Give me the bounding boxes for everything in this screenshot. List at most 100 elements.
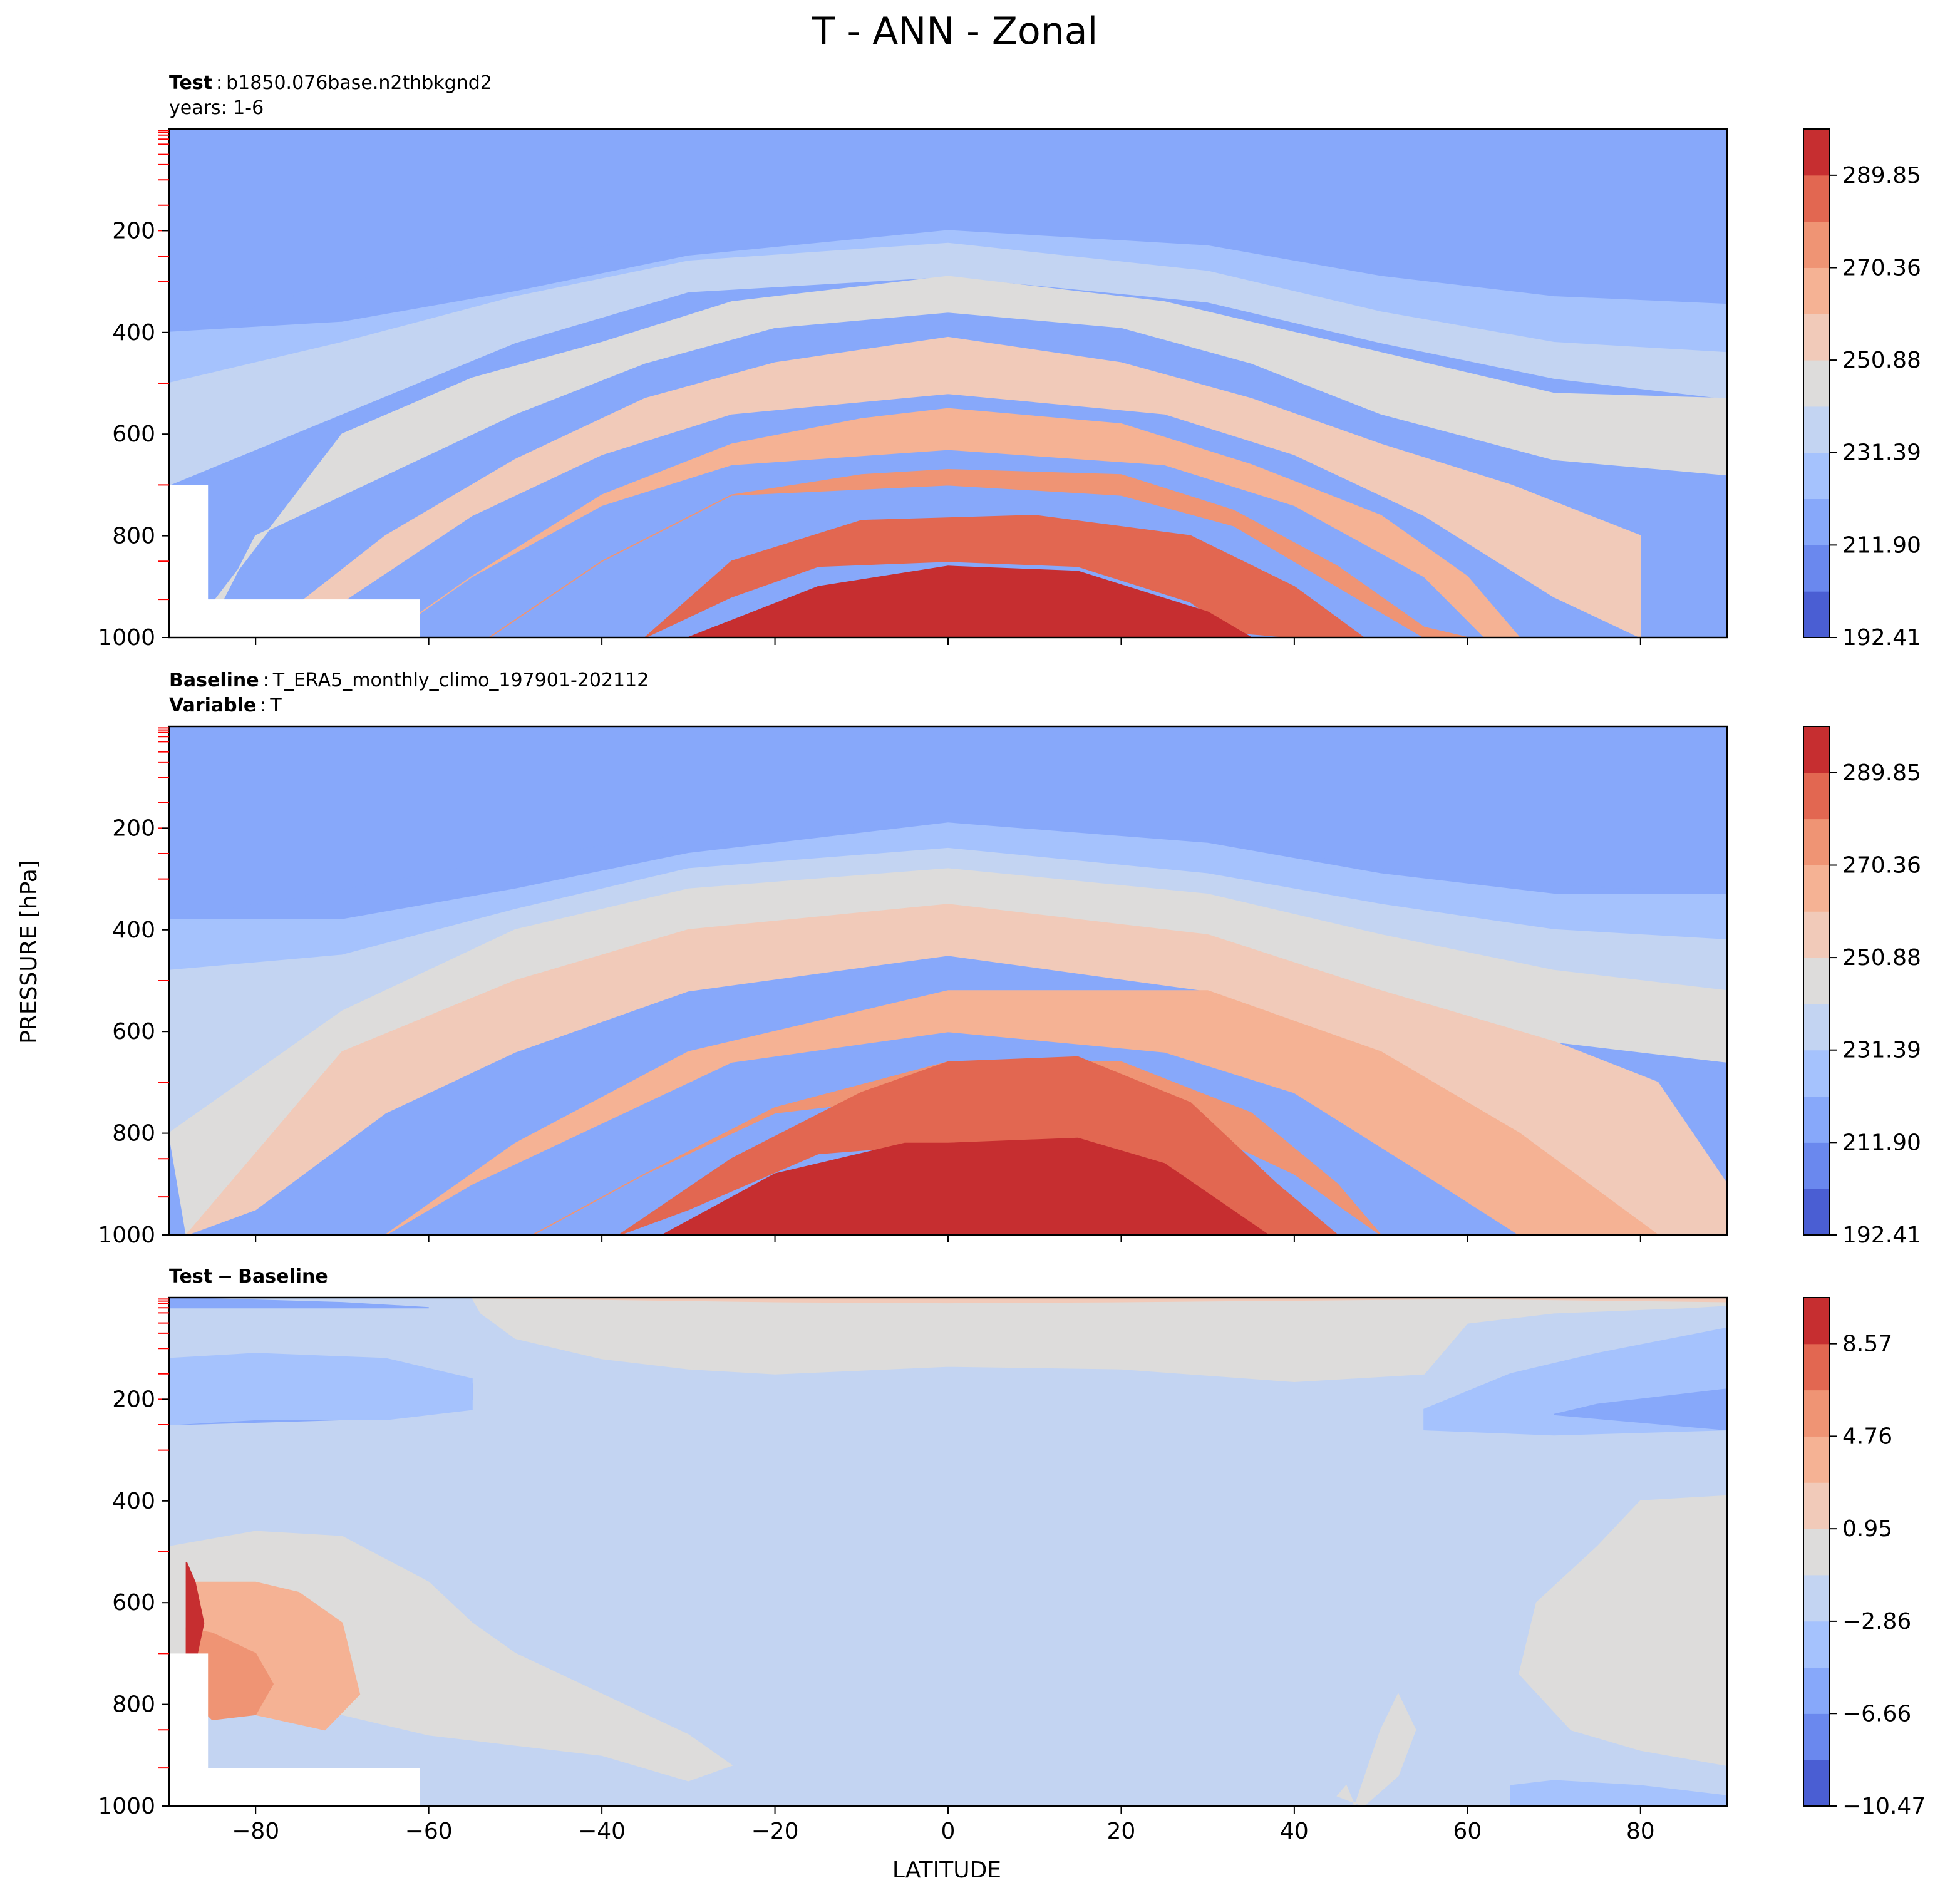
x-tick-label: 40 xyxy=(1280,1819,1309,1844)
colorbar-tick-label: 250.88 xyxy=(1842,945,1921,971)
colorbar-segment xyxy=(1803,911,1830,958)
colorbar-segment xyxy=(1803,1760,1830,1807)
panel-test-label2: years: 1-6 xyxy=(169,97,264,119)
colorbar-tick-label: 231.39 xyxy=(1842,440,1921,466)
y-tick-label: 800 xyxy=(112,1692,155,1718)
colorbar-segment xyxy=(1803,772,1830,820)
panel-test-plot: 200 400 600 800 1000 xyxy=(98,128,1728,651)
colorbar-segment xyxy=(1803,498,1830,545)
colorbar-tick-label: 211.90 xyxy=(1842,532,1921,558)
y-tick-label: 600 xyxy=(112,1590,155,1616)
colorbar-segment xyxy=(1803,1482,1830,1529)
masked-region xyxy=(169,599,420,638)
panel-baseline-label1-text: T_ERA5_monthly_climo_197901-202112 xyxy=(272,669,649,691)
contour-region-3 xyxy=(169,1298,429,1309)
masked-region xyxy=(169,1768,420,1806)
colorbar-frame xyxy=(1803,1297,1830,1807)
y-tick-label: 800 xyxy=(112,1121,155,1147)
panel-baseline-label2-bold: Variable xyxy=(169,694,256,716)
panel-diff-plot: 200 400 600 800 1000 −80 −60 −40 −20 0 20 40 60 80 xyxy=(98,1296,1728,1844)
panel-diff-colorbar: −10.47 −6.66 −2.86 0.95 4.76 8.57 xyxy=(1803,1297,1926,1819)
colorbar-tick-label: −6.66 xyxy=(1842,1701,1911,1727)
colorbar-tick-label: 8.57 xyxy=(1842,1331,1892,1357)
contour-region-9 xyxy=(1336,1693,1416,1806)
colorbar-tick-label: 192.41 xyxy=(1842,1222,1921,1248)
x-tick-label: −40 xyxy=(578,1819,626,1844)
colorbar-segment xyxy=(1803,865,1830,912)
colorbar-segment xyxy=(1803,221,1830,268)
panel-test-label1-text: b1850.076base.n2thbkgnd2 xyxy=(226,72,492,94)
contour-region-8 xyxy=(1519,1495,1727,1767)
panel-baseline-label2-sep: : xyxy=(260,694,266,716)
colorbar-segment xyxy=(1803,1050,1830,1097)
panel-test-label1-bold: Test xyxy=(169,72,212,94)
y-tick-label: 1000 xyxy=(98,1222,155,1248)
contour-region-9 xyxy=(488,468,1468,638)
x-tick-label: 20 xyxy=(1107,1819,1136,1844)
panel-baseline-label2-text: T xyxy=(269,694,282,716)
colorbar-segment xyxy=(1803,591,1830,638)
y-tick-label: 400 xyxy=(112,1489,155,1514)
colorbar-segment xyxy=(1803,1003,1830,1051)
colorbar-tick-label: 4.76 xyxy=(1842,1423,1892,1449)
colorbar-segment xyxy=(1803,1713,1830,1760)
colorbar-segment xyxy=(1803,1096,1830,1143)
y-tick-label: 1000 xyxy=(98,625,155,651)
colorbar-tick-label: 192.41 xyxy=(1842,625,1921,651)
colorbar-tick-label: 289.85 xyxy=(1842,163,1921,188)
x-tick-label: 0 xyxy=(941,1819,956,1844)
colorbar-frame xyxy=(1803,726,1830,1236)
panel-test-colorbar: 192.41 211.90 231.39 250.88 270.36 289.85 xyxy=(1803,128,1921,651)
colorbar-segment xyxy=(1803,452,1830,500)
x-axis-label: LATITUDE xyxy=(892,1857,1001,1883)
colorbar-segment xyxy=(1803,1436,1830,1483)
contour-region-5 xyxy=(169,242,1727,486)
y-tick-label: 400 xyxy=(112,917,155,943)
colorbar-segment xyxy=(1803,314,1830,361)
colorbar-segment xyxy=(1803,818,1830,865)
panel-test: Test: b1850.076base.n2thbkgnd2 years: 1-6… xyxy=(98,72,1921,651)
panel-diff-label1-bold2: Baseline xyxy=(238,1266,328,1288)
y-tick-label: 800 xyxy=(112,524,155,549)
contour-region-10 xyxy=(644,515,1365,638)
colorbar-segment xyxy=(1803,175,1830,222)
colorbar-segment xyxy=(1803,958,1830,1004)
contour-region-11 xyxy=(662,1137,1270,1235)
colorbar-segment xyxy=(1803,726,1830,773)
contour-region-6 xyxy=(185,276,1727,638)
contour-field xyxy=(169,726,1727,1235)
contour-region-7 xyxy=(254,336,1641,638)
colorbar-segment xyxy=(1803,360,1830,407)
y-tick-label: 1000 xyxy=(98,1794,155,1819)
figure-title: T - ANN - Zonal xyxy=(812,9,1098,53)
contour-region-7 xyxy=(185,904,1727,1235)
panel-baseline-plot: 200 400 600 800 1000 xyxy=(98,725,1728,1248)
colorbar-segment xyxy=(1803,129,1830,176)
colorbar-segment xyxy=(1803,1189,1830,1236)
y-tick-label: 200 xyxy=(112,815,155,841)
panel-baseline-label1: Baseline: T_ERA5_monthly_climo_197901-202… xyxy=(169,669,649,691)
colorbar-tick-label: 231.39 xyxy=(1842,1038,1921,1063)
panel-diff-label1: Test − Baseline xyxy=(169,1266,328,1288)
panel-baseline: Baseline: T_ERA5_monthly_climo_197901-202… xyxy=(98,669,1921,1248)
contour-region-1 xyxy=(472,1298,1727,1304)
colorbar-tick-label: −2.86 xyxy=(1842,1609,1911,1634)
contour-region-0 xyxy=(471,1298,1727,1383)
x-tick-label: −80 xyxy=(232,1819,279,1844)
colorbar-tick-label: 270.36 xyxy=(1842,853,1921,879)
x-tick-label: −60 xyxy=(405,1819,453,1844)
colorbar-segment xyxy=(1803,1298,1830,1345)
colorbar-tick-label: −10.47 xyxy=(1842,1794,1926,1819)
colorbar-tick-label: 0.95 xyxy=(1842,1516,1892,1542)
panel-diff-label1-sep: − xyxy=(217,1266,233,1288)
colorbar-segment xyxy=(1803,1142,1830,1189)
x-tick-label: 80 xyxy=(1626,1819,1655,1844)
y-tick-label: 400 xyxy=(112,320,155,346)
x-tick-label: −20 xyxy=(751,1819,799,1844)
y-tick-label: 200 xyxy=(112,1386,155,1412)
colorbar-tick-label: 289.85 xyxy=(1842,760,1921,786)
colorbar-segment xyxy=(1803,1621,1830,1668)
colorbar-segment xyxy=(1803,1574,1830,1622)
